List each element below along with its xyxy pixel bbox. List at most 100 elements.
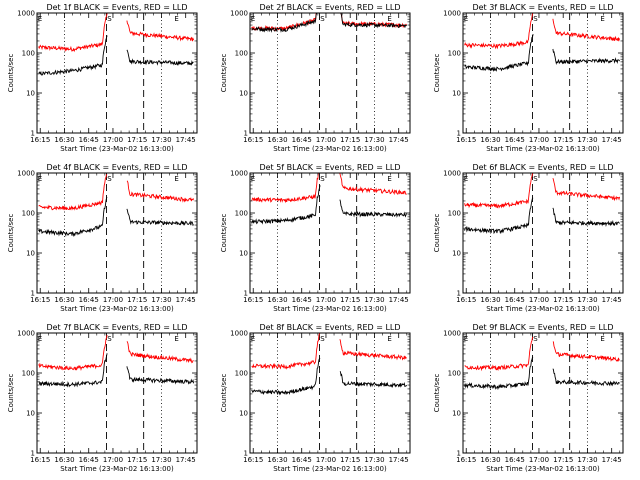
y-tick-label: 10 bbox=[26, 250, 35, 258]
lld-series-line bbox=[251, 332, 407, 370]
panel-title: Det 6f BLACK = Events, RED = LLD bbox=[472, 163, 613, 172]
y-axis-label: Counts/sec bbox=[433, 54, 441, 93]
y-tick-label: 1 bbox=[457, 290, 461, 298]
x-tick-label: 17:00 bbox=[316, 456, 336, 464]
x-tick-label: 17:00 bbox=[103, 456, 123, 464]
x-tick-label: 17:15 bbox=[553, 136, 573, 144]
panel-title: Det 7f BLACK = Events, RED = LLD bbox=[46, 323, 187, 332]
x-tick-label: 17:00 bbox=[103, 136, 123, 144]
lld-series-line bbox=[251, 12, 407, 32]
marker-label: E bbox=[174, 175, 178, 183]
x-tick-label: 17:30 bbox=[364, 296, 384, 304]
x-axis-label: Start Time (23-Mar-02 16:13:00) bbox=[486, 465, 600, 473]
panel-title: Det 2f BLACK = Events, RED = LLD bbox=[259, 3, 400, 12]
x-tick-label: 17:30 bbox=[577, 136, 597, 144]
x-tick-label: 17:30 bbox=[364, 456, 384, 464]
y-tick-label: 1000 bbox=[230, 330, 248, 338]
y-tick-label: 1 bbox=[457, 130, 461, 138]
y-tick-label: 10 bbox=[452, 410, 461, 418]
panel-3: Det 3f BLACK = Events, RED = LLD E S E 1 10 10… bbox=[433, 3, 624, 153]
panel-7: Det 7f BLACK = Events, RED = LLD E S E 1 10 10… bbox=[7, 323, 198, 473]
y-tick-label: 1 bbox=[244, 130, 248, 138]
y-tick-label: 10 bbox=[452, 250, 461, 258]
x-tick-label: 17:00 bbox=[316, 296, 336, 304]
marker-label: E bbox=[600, 335, 604, 343]
plot-frame bbox=[462, 172, 624, 294]
panel-9: Det 9f BLACK = Events, RED = LLD E S E 1 10 10… bbox=[433, 323, 624, 473]
x-axis-label: Start Time (23-Mar-02 16:13:00) bbox=[273, 305, 387, 313]
marker-label: E bbox=[251, 175, 255, 183]
y-tick-label: 1000 bbox=[17, 330, 35, 338]
y-tick-label: 1000 bbox=[230, 170, 248, 178]
events-series-line bbox=[464, 34, 620, 72]
panel-title: Det 3f BLACK = Events, RED = LLD bbox=[472, 3, 613, 12]
events-series-line bbox=[38, 196, 194, 238]
y-tick-label: 1000 bbox=[443, 10, 461, 18]
marker-label: S bbox=[320, 175, 325, 183]
y-tick-label: 100 bbox=[235, 370, 248, 378]
y-tick-label: 100 bbox=[235, 50, 248, 58]
y-axis-label: Counts/sec bbox=[433, 214, 441, 253]
marker-label: E bbox=[387, 175, 391, 183]
y-tick-label: 1000 bbox=[17, 170, 35, 178]
x-tick-label: 17:00 bbox=[529, 136, 549, 144]
x-tick-label: 16:45 bbox=[79, 136, 99, 144]
x-tick-label: 17:45 bbox=[602, 136, 622, 144]
x-tick-label: 17:30 bbox=[151, 136, 171, 144]
marker-label: E bbox=[174, 15, 178, 23]
panel-title: Det 8f BLACK = Events, RED = LLD bbox=[259, 323, 400, 332]
y-tick-label: 1 bbox=[31, 130, 35, 138]
y-tick-label: 100 bbox=[448, 370, 461, 378]
y-tick-label: 100 bbox=[22, 210, 35, 218]
events-series-line bbox=[38, 353, 195, 388]
marker-label: E bbox=[174, 335, 178, 343]
x-tick-label: 17:45 bbox=[389, 456, 409, 464]
y-tick-label: 10 bbox=[239, 90, 248, 98]
x-tick-label: 17:45 bbox=[176, 136, 196, 144]
y-tick-label: 1 bbox=[457, 450, 461, 458]
y-tick-label: 1000 bbox=[443, 170, 461, 178]
marker-label: S bbox=[107, 15, 112, 23]
y-tick-label: 1 bbox=[244, 290, 248, 298]
marker-label: E bbox=[464, 15, 468, 23]
x-axis-label: Start Time (23-Mar-02 16:13:00) bbox=[486, 305, 600, 313]
marker-label: E bbox=[38, 15, 42, 23]
y-tick-label: 10 bbox=[239, 250, 248, 258]
x-tick-label: 16:15 bbox=[30, 136, 50, 144]
panel-1: Det 1f BLACK = Events, RED = LLD E S E 1 10 10… bbox=[7, 3, 198, 153]
y-axis-label: Counts/sec bbox=[220, 214, 228, 253]
marker-label: S bbox=[533, 335, 538, 343]
y-tick-label: 10 bbox=[26, 410, 35, 418]
x-tick-label: 17:45 bbox=[389, 136, 409, 144]
x-axis-label: Start Time (23-Mar-02 16:13:00) bbox=[273, 145, 387, 153]
x-tick-label: 16:30 bbox=[480, 296, 500, 304]
x-tick-label: 17:30 bbox=[577, 296, 597, 304]
marker-label: E bbox=[464, 175, 468, 183]
x-tick-label: 16:45 bbox=[79, 456, 99, 464]
lld-series-line bbox=[38, 13, 195, 53]
x-tick-label: 16:30 bbox=[480, 136, 500, 144]
x-tick-label: 16:15 bbox=[456, 296, 476, 304]
panel-title: Det 5f BLACK = Events, RED = LLD bbox=[259, 163, 400, 172]
plot-frame bbox=[462, 12, 624, 134]
x-axis-label: Start Time (23-Mar-02 16:13:00) bbox=[60, 465, 174, 473]
x-tick-label: 17:00 bbox=[529, 296, 549, 304]
x-tick-label: 16:30 bbox=[54, 456, 74, 464]
x-tick-label: 16:15 bbox=[456, 136, 476, 144]
y-tick-label: 1 bbox=[31, 450, 35, 458]
x-tick-label: 17:45 bbox=[389, 296, 409, 304]
marker-label: E bbox=[387, 15, 391, 23]
events-series-line bbox=[251, 185, 407, 225]
x-tick-label: 16:45 bbox=[292, 456, 312, 464]
y-tick-label: 100 bbox=[448, 50, 461, 58]
lld-series-line bbox=[464, 173, 621, 209]
y-tick-label: 1000 bbox=[17, 10, 35, 18]
x-axis-label: Start Time (23-Mar-02 16:13:00) bbox=[486, 145, 600, 153]
panel-6: Det 6f BLACK = Events, RED = LLD E S E 1 10 10… bbox=[433, 163, 624, 313]
x-tick-label: 16:15 bbox=[243, 296, 263, 304]
x-tick-label: 17:15 bbox=[340, 136, 360, 144]
marker-label: E bbox=[600, 15, 604, 23]
marker-label: E bbox=[38, 335, 42, 343]
x-tick-label: 16:45 bbox=[292, 136, 312, 144]
x-tick-label: 17:15 bbox=[553, 296, 573, 304]
